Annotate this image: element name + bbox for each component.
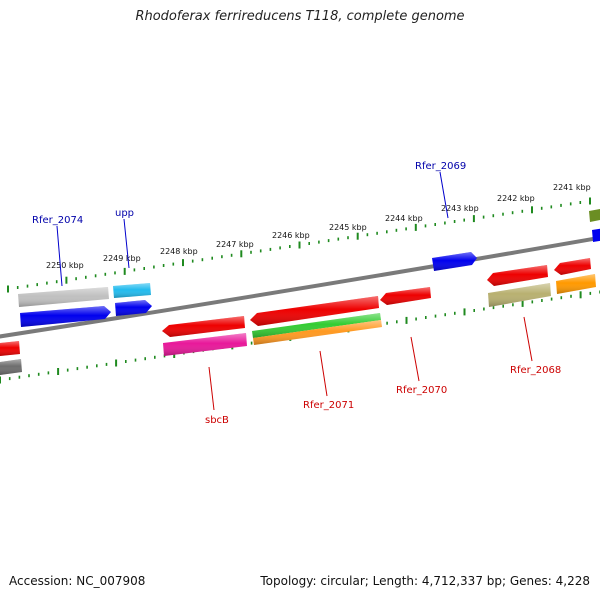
scale-label: 2250 kbp <box>46 261 84 270</box>
gene-label[interactable]: Rfer_2069 <box>415 161 466 172</box>
scale-label: 2246 kbp <box>272 231 310 240</box>
scale-label: 2249 kbp <box>103 254 141 263</box>
scale-ticks-upper <box>7 197 591 293</box>
gene-label[interactable]: Rfer_2071 <box>303 400 354 411</box>
gene-feature[interactable] <box>592 228 600 242</box>
scale-label: 2242 kbp <box>497 194 535 203</box>
gene-label[interactable]: Rfer_2068 <box>510 365 561 376</box>
genome-backbone <box>0 235 600 339</box>
accession-text: Accession: NC_007908 <box>9 574 146 588</box>
leader-line <box>123 218 130 269</box>
leader-line <box>410 336 420 382</box>
leader-line <box>208 366 215 411</box>
gene-label[interactable]: Rfer_2070 <box>396 385 447 396</box>
scale-label: 2248 kbp <box>160 247 198 256</box>
gene-feature[interactable] <box>589 208 600 222</box>
leader-line <box>439 171 449 219</box>
gene-label[interactable]: Rfer_2074 <box>32 215 83 226</box>
scale-label: 2243 kbp <box>441 204 479 213</box>
scale-label: 2241 kbp <box>553 183 591 192</box>
scale-label: 2244 kbp <box>385 214 423 223</box>
summary-text: Topology: circular; Length: 4,712,337 bp… <box>260 574 590 588</box>
scale-label: 2247 kbp <box>216 240 254 249</box>
leader-line <box>523 316 533 362</box>
scale-label: 2245 kbp <box>329 223 367 232</box>
leader-line <box>56 225 63 287</box>
map-title: Rhodoferax ferrireducens T118, complete … <box>135 9 465 24</box>
leader-line <box>319 350 328 397</box>
gene-label[interactable]: upp <box>115 208 134 219</box>
gene-label[interactable]: sbcB <box>205 415 229 426</box>
